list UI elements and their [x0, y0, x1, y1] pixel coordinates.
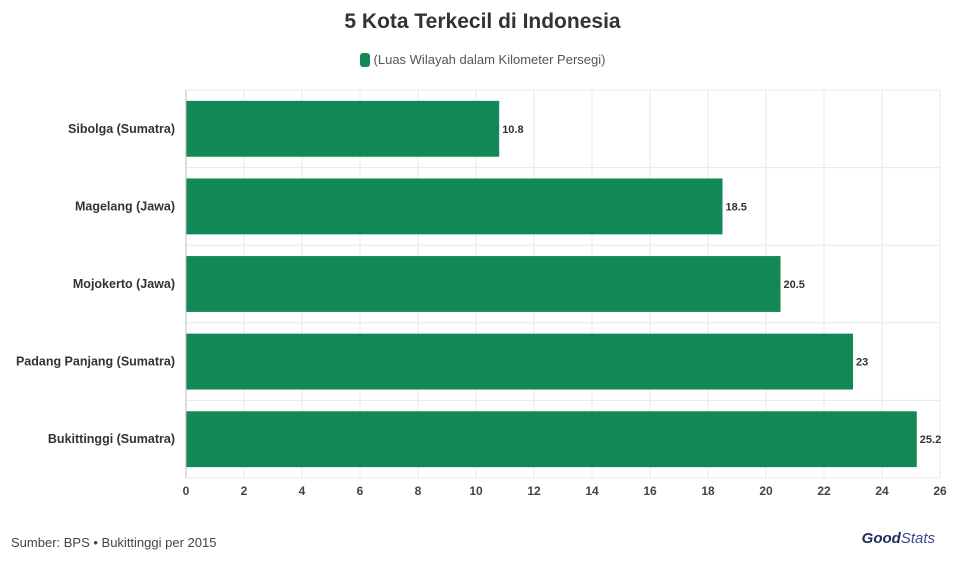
x-tick-label: 0 [183, 484, 190, 498]
x-tick-label: 14 [585, 484, 599, 498]
x-tick-label: 26 [933, 484, 947, 498]
bar [186, 256, 781, 312]
x-tick-label: 16 [643, 484, 657, 498]
data-label: 25.2 [920, 434, 941, 446]
data-label: 23 [856, 357, 868, 369]
legend-swatch [359, 52, 370, 67]
data-label: 20.5 [784, 279, 805, 291]
x-tick-label: 10 [469, 484, 483, 498]
bar [186, 333, 853, 390]
category-label: Sibolga (Sumatra) [68, 122, 175, 136]
x-tick-label: 20 [759, 484, 773, 498]
x-tick-label: 8 [415, 484, 422, 498]
x-tick-label: 4 [299, 484, 306, 498]
bar [186, 411, 917, 468]
x-tick-label: 18 [701, 484, 715, 498]
bar [186, 100, 500, 157]
source-note: Sumber: BPS • Bukittinggi per 2015 [11, 535, 217, 550]
category-label: Padang Panjang (Sumatra) [16, 355, 175, 369]
x-tick-label: 2 [241, 484, 248, 498]
logo-stats-text: Stats [900, 530, 935, 547]
category-label: Bukittinggi (Sumatra) [48, 432, 175, 446]
chart-title: 5 Kota Terkecil di Indonesia [344, 10, 621, 33]
category-label: Mojokerto (Jawa) [73, 277, 175, 291]
legend-label: (Luas Wilayah dalam Kilometer Persegi) [373, 52, 606, 67]
data-label: 18.5 [726, 201, 747, 213]
legend: (Luas Wilayah dalam Kilometer Persegi) [0, 52, 965, 67]
x-tick-label: 24 [875, 484, 889, 498]
x-tick-label: 22 [817, 484, 831, 498]
goodstats-logo: Good Stats [862, 530, 935, 547]
logo-good-text: Good [861, 530, 901, 547]
category-label: Magelang (Jawa) [75, 199, 175, 213]
bar [186, 178, 723, 235]
x-tick-label: 6 [357, 484, 364, 498]
data-label: 10.8 [502, 124, 523, 136]
x-tick-label: 12 [527, 484, 541, 498]
